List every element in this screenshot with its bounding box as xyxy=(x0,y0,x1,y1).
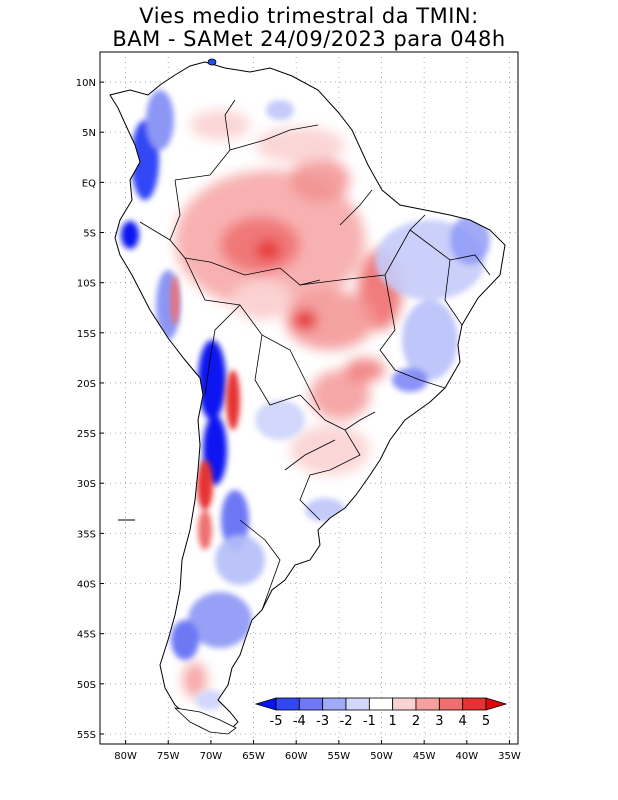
lat-tick-label: 55S xyxy=(77,730,96,741)
colorbar-box xyxy=(415,697,440,711)
lat-tick-label: 45S xyxy=(77,630,96,641)
latitude-axis: 10N 5N EQ 5S 10S 15S 20S 25S 30S 35S 40S 45S 50S 55S xyxy=(76,78,96,741)
lon-tick-label: 75W xyxy=(157,751,180,762)
coastline xyxy=(109,61,506,731)
lon-tick-label: 55W xyxy=(328,751,351,762)
colorbar-label: 3 xyxy=(435,714,443,729)
lat-tick-label: 30S xyxy=(77,479,96,490)
colorbar xyxy=(254,697,508,711)
colorbar-label: 5 xyxy=(482,714,490,729)
colorbar-box xyxy=(368,697,394,711)
colorbar-label: -4 xyxy=(293,714,306,729)
lat-tick-label: 15S xyxy=(77,329,96,340)
colorbar-label: -5 xyxy=(270,714,283,729)
lon-tick-label: 65W xyxy=(242,751,265,762)
colorbar-label: -2 xyxy=(340,714,353,729)
colorbar-max-arrow xyxy=(485,697,508,711)
map-data-layer xyxy=(109,58,506,735)
colorbar-box xyxy=(345,697,370,711)
colorbar-label: 2 xyxy=(412,714,420,729)
country-borders xyxy=(139,99,491,611)
lat-tick-label: 35S xyxy=(77,529,96,540)
lat-tick-label: 5N xyxy=(82,128,96,139)
colorbar-box xyxy=(298,697,324,711)
tierra-del-fuego xyxy=(173,707,237,735)
colorbar-label: -1 xyxy=(363,714,376,729)
lon-tick-label: 45W xyxy=(413,751,436,762)
lon-tick-label: 35W xyxy=(498,751,521,762)
colorbar-label: 4 xyxy=(459,714,467,729)
lat-tick-label: 25S xyxy=(77,429,96,440)
colorbar-label: 1 xyxy=(389,714,397,729)
lat-tick-label: 40S xyxy=(77,580,96,591)
lat-tick-label: 10N xyxy=(76,78,96,89)
lat-tick-label: 5S xyxy=(83,229,96,240)
lon-tick-label: 50W xyxy=(370,751,393,762)
lat-tick-label: 50S xyxy=(77,680,96,691)
lon-tick-label: 80W xyxy=(114,751,137,762)
colorbar-box xyxy=(438,697,464,711)
caribbean-island xyxy=(207,58,217,66)
colorbar-box xyxy=(462,697,487,711)
colorbar-box xyxy=(275,697,300,711)
map-title-line-2: BAM - SAMet 24/09/2023 para 048h xyxy=(112,27,506,51)
map-title-line-1: Vies medio trimestral da TMIN: xyxy=(139,4,479,28)
warm-bias-field xyxy=(175,110,402,698)
longitude-axis: 80W 75W 70W 65W 60W 55W 50W 45W 40W 35W xyxy=(114,751,521,762)
lat-tick-label: EQ xyxy=(82,178,96,189)
lon-tick-label: 60W xyxy=(285,751,308,762)
andes-warm-streaks xyxy=(171,275,240,550)
colorbar-box xyxy=(322,697,347,711)
colorbar-box xyxy=(392,697,417,711)
lat-tick-label: 20S xyxy=(77,379,96,390)
lat-tick-label: 10S xyxy=(77,279,96,290)
colorbar-labels: -5 -4 -3 -2 -1 1 2 3 4 5 xyxy=(270,714,491,729)
lon-tick-label: 40W xyxy=(456,751,479,762)
lon-tick-label: 70W xyxy=(200,751,223,762)
colorbar-label: -3 xyxy=(316,714,329,729)
